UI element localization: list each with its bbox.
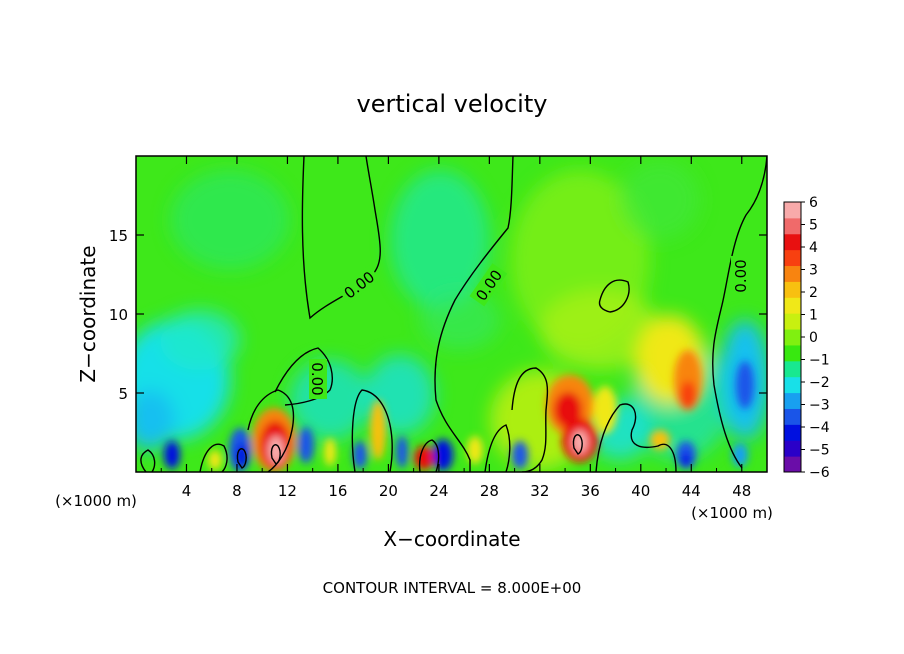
y-tick-label: 10 [109,306,128,324]
colorbar-tick-label: 6 [809,195,818,211]
colorbar-ticks: 6 5 4 3 2 1 0 −1 −2 −3 −4 −5 −6 [801,195,830,481]
x-unit-right: (×1000 m) [691,504,773,522]
colorbar [783,201,802,473]
contour-interval-label: CONTOUR INTERVAL = 8.000E+00 [323,579,582,597]
contour-label: 0.00 [308,362,326,395]
y-axis-ticks: 5 10 15 [109,227,767,403]
colorbar-swatch [784,297,801,314]
x-axis-ticks: 4 8 12 16 20 24 28 32 36 40 44 48 [160,156,751,500]
x-tick-label: 12 [278,482,297,500]
colorbar-swatch [784,217,801,235]
colorbar-tick-label: −4 [809,420,830,436]
velocity-field: 0.00 0.00 0.00 0.00 [136,156,767,472]
x-tick-label: 36 [581,482,600,500]
x-tick-label: 28 [480,482,499,500]
x-tick-label: 48 [732,482,751,500]
colorbar-swatch [784,440,801,457]
colorbar-swatch [784,408,801,425]
x-tick-label: 16 [328,482,347,500]
colorbar-swatch [784,424,801,441]
colorbar-swatch [784,281,801,298]
x-axis-label: X−coordinate [383,527,520,551]
colorbar-tick-label: 5 [809,218,818,234]
colorbar-swatch [784,313,801,330]
colorbar-swatch [784,392,801,409]
y-tick-label: 15 [109,227,128,245]
colorbar-swatch [784,376,801,394]
x-tick-label: 20 [379,482,398,500]
contour-label: 0.00 [732,259,750,292]
x-tick-label: 4 [182,482,192,500]
colorbar-tick-label: −5 [809,443,830,459]
y-axis-label: Z−coordinate [76,245,100,382]
colorbar-swatch [784,249,801,267]
colorbar-swatch [784,360,801,378]
colorbar-tick-label: 1 [809,308,818,324]
colorbar-swatch [784,202,801,219]
x-tick-label: 40 [631,482,650,500]
colorbar-swatch [784,344,801,362]
colorbar-tick-label: −1 [809,353,830,369]
colorbar-swatch [784,233,801,251]
chart-title: vertical velocity [357,90,548,118]
colorbar-tick-label: −6 [809,465,830,481]
x-tick-label: 32 [530,482,549,500]
x-tick-label: 24 [429,482,448,500]
contour-lines [140,156,767,472]
x-unit-left: (×1000 m) [55,492,137,510]
x-tick-label: 8 [232,482,242,500]
colorbar-tick-label: 4 [809,240,818,256]
colorbar-tick-label: −3 [809,398,830,414]
colorbar-swatch [784,329,801,346]
colorbar-tick-label: 2 [809,285,818,301]
colorbar-swatch [784,265,801,282]
colorbar-tick-label: −2 [809,375,830,391]
x-tick-label: 44 [682,482,701,500]
colorbar-tick-label: 0 [809,330,818,346]
y-tick-label: 5 [118,385,128,403]
colorbar-swatch [784,456,801,473]
colorbar-tick-label: 3 [809,263,818,279]
